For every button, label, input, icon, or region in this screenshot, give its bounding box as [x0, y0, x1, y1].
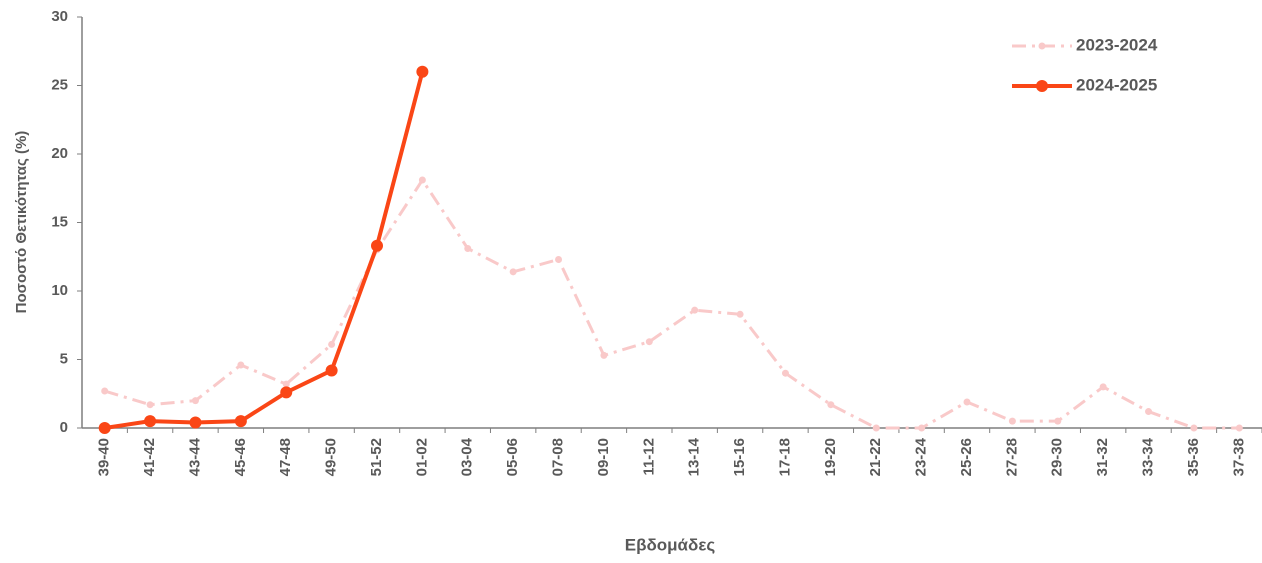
- y-tick-label: 10: [51, 282, 68, 299]
- x-tick-label: 11-12: [640, 438, 657, 476]
- x-axis-label: Εβδομάδες: [625, 535, 716, 554]
- data-point: [555, 255, 563, 263]
- data-point: [827, 401, 835, 409]
- data-point: [98, 422, 111, 434]
- y-tick-label: 15: [51, 213, 68, 230]
- data-point: [691, 306, 699, 314]
- data-point: [237, 361, 245, 369]
- data-point: [189, 416, 202, 429]
- y-tick-label: 0: [60, 419, 68, 436]
- data-point: [1008, 417, 1016, 425]
- data-point: [234, 415, 247, 428]
- data-point: [464, 245, 472, 253]
- y-tick-label: 20: [51, 145, 68, 162]
- x-tick-label: 17-18: [776, 438, 793, 476]
- data-point: [101, 387, 109, 395]
- x-tick-label: 05-06: [504, 438, 521, 476]
- data-point: [371, 239, 383, 252]
- data-point: [328, 340, 336, 348]
- data-point: [416, 65, 429, 78]
- data-point: [1190, 424, 1198, 432]
- x-tick-label: 15-16: [731, 438, 748, 476]
- data-point: [325, 364, 338, 377]
- x-tick-label: 23-24: [913, 437, 930, 476]
- x-tick-label: 13-14: [686, 437, 703, 476]
- x-tick-label: 35-36: [1185, 438, 1202, 476]
- data-point: [736, 310, 744, 318]
- data-point: [280, 386, 293, 399]
- legend-marker: [1036, 80, 1048, 92]
- x-tick-label: 01-02: [413, 438, 430, 476]
- x-tick-label: 47-48: [277, 438, 294, 476]
- data-point: [509, 268, 517, 276]
- series-line: [104, 178, 1240, 430]
- data-point: [1145, 408, 1153, 416]
- x-tick-label: 33-34: [1140, 437, 1157, 476]
- legend-marker: [1038, 42, 1046, 50]
- x-tick-label: 25-26: [958, 438, 975, 476]
- data-point: [1099, 383, 1107, 391]
- x-tick-label: 37-38: [1230, 438, 1247, 476]
- data-point: [1235, 424, 1243, 432]
- x-tick-label: 07-08: [550, 438, 567, 476]
- x-tick-label: 43-44: [186, 437, 203, 476]
- x-tick-label: 03-04: [459, 437, 476, 476]
- data-point: [781, 369, 789, 377]
- data-point: [282, 380, 290, 388]
- x-tick-label: 19-20: [822, 438, 839, 476]
- data-point: [872, 424, 880, 432]
- data-point: [146, 401, 154, 409]
- y-tick-label: 25: [51, 76, 68, 93]
- x-tick-label: 29-30: [1049, 438, 1066, 476]
- data-point: [963, 398, 971, 406]
- data-point: [191, 397, 199, 405]
- y-tick-label: 5: [60, 350, 68, 367]
- x-tick-label: 41-42: [141, 438, 158, 476]
- y-tick-label: 30: [51, 8, 68, 25]
- data-point: [645, 338, 653, 346]
- x-tick-label: 49-50: [323, 438, 340, 476]
- x-tick-label: 27-28: [1003, 438, 1020, 476]
- data-point: [1054, 417, 1062, 425]
- x-tick-label: 45-46: [232, 438, 249, 476]
- x-tick-label: 51-52: [368, 438, 385, 476]
- series-line: [104, 71, 425, 430]
- x-tick-label: 09-10: [595, 438, 612, 476]
- y-axis-label: Ποσοστό Θετικότητας (%): [13, 131, 30, 314]
- x-tick-label: 21-22: [867, 438, 884, 476]
- x-tick-label: 31-32: [1094, 438, 1111, 476]
- legend-label: 2023-2024: [1076, 35, 1158, 54]
- data-point: [918, 424, 926, 432]
- data-point: [144, 415, 157, 428]
- legend-label: 2024-2025: [1076, 75, 1157, 94]
- data-point: [418, 176, 426, 184]
- data-point: [600, 351, 608, 359]
- x-tick-label: 39-40: [96, 438, 113, 476]
